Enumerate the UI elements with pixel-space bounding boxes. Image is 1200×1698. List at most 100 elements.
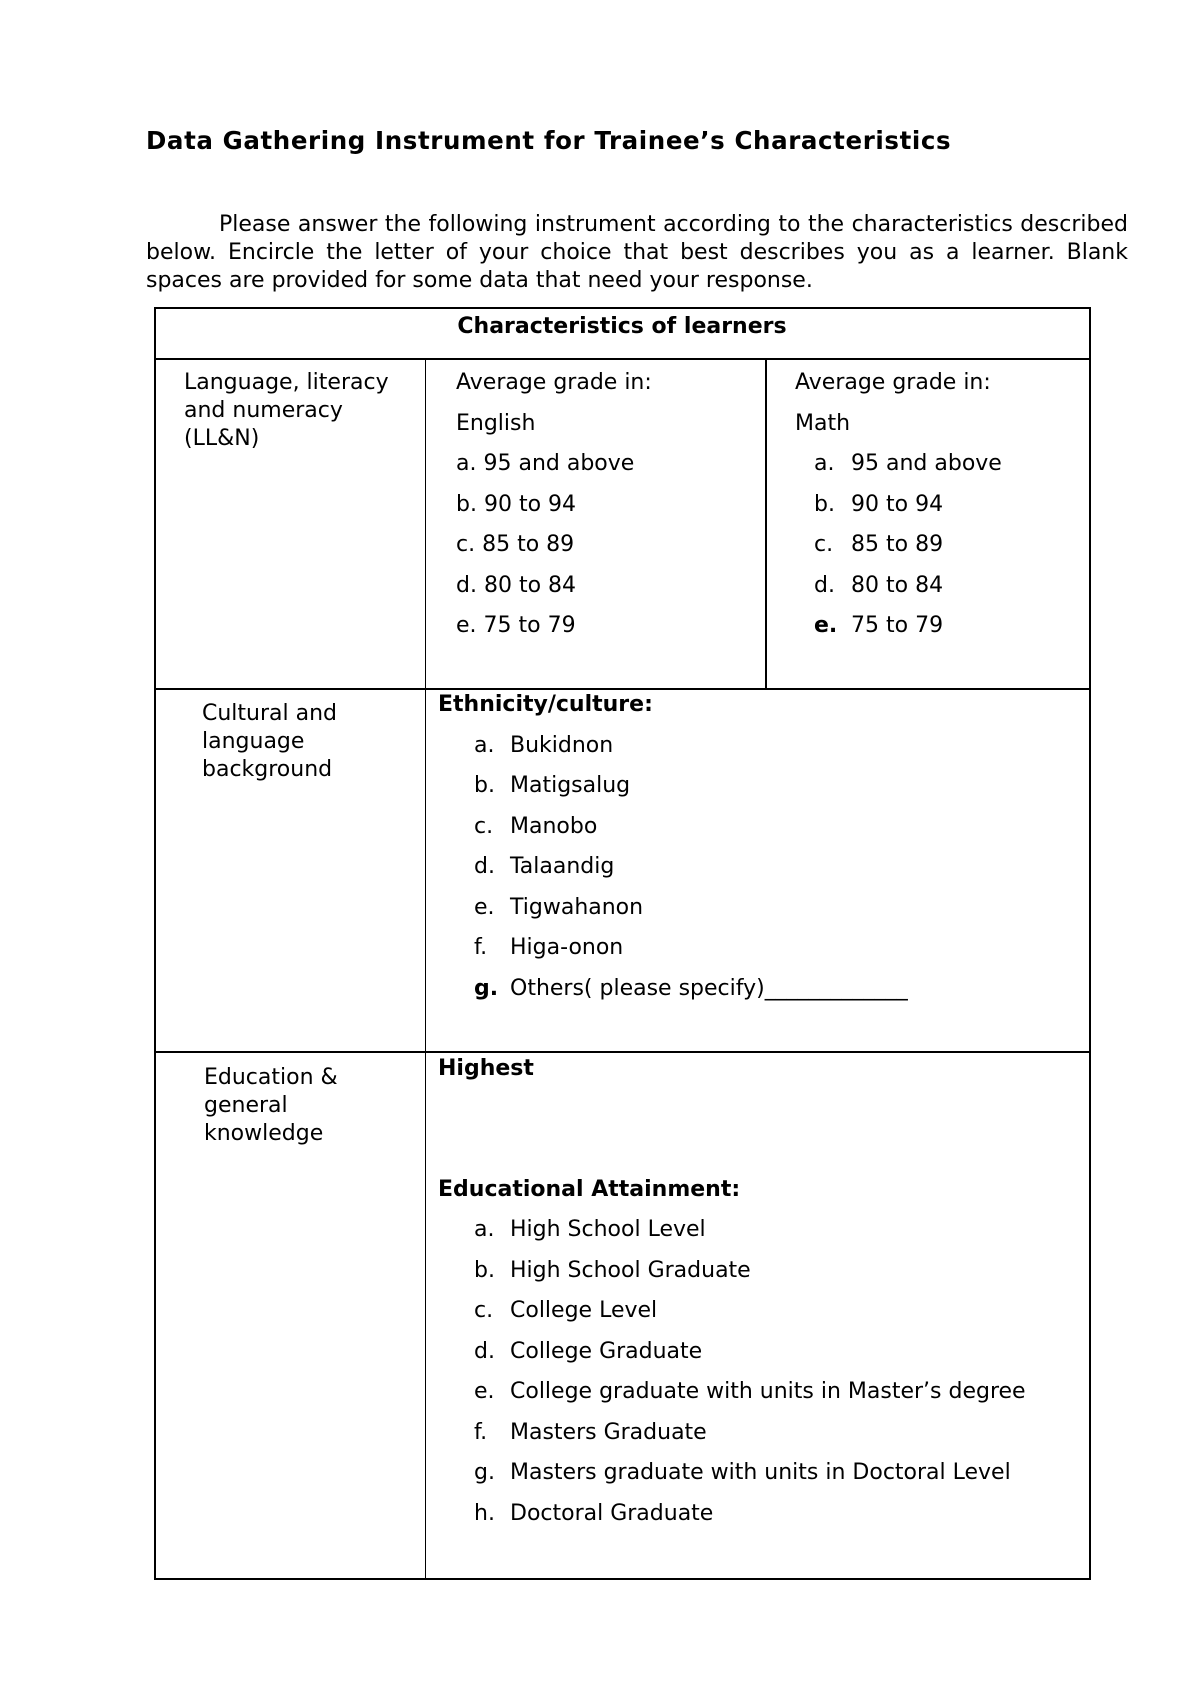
option-letter: f. [474, 1419, 488, 1445]
option-letter: g. [474, 975, 499, 1001]
option-text: Masters graduate with units in Doctoral … [510, 1460, 1011, 1485]
option-item[interactable]: c. 85 to 89 [795, 525, 1002, 566]
label-line: Education & [204, 1065, 338, 1090]
option-list: a. Bukidnon b. Matigsalug c. Manobo d. Talaandi… [438, 726, 908, 1010]
option-item[interactable]: f. Masters Graduate [438, 1413, 1026, 1454]
option-letter: a. [814, 451, 835, 476]
option-item[interactable]: b. 90 to 94 [795, 485, 1002, 526]
table-border-bottom [154, 1578, 1091, 1580]
option-text: 85 to 89 [851, 532, 944, 557]
option-item[interactable]: e. Tigwahanon [438, 888, 908, 929]
option-text: Others( please specify)_____________ [510, 975, 908, 1001]
option-letter: h. [474, 1500, 495, 1526]
option-item[interactable]: c. College Level [438, 1291, 1026, 1332]
option-letter: d. [474, 854, 495, 879]
label-line: language [202, 729, 305, 754]
table-border-left [154, 307, 156, 1580]
option-letter: f. [474, 935, 488, 960]
option-letter: c. [814, 532, 834, 557]
option-text: 85 to 89 [482, 532, 575, 557]
option-letter: b. [456, 491, 477, 517]
option-letter: b. [474, 1257, 495, 1283]
option-letter: e. [456, 613, 477, 638]
option-text: College Level [510, 1298, 658, 1323]
option-letter: a. [474, 1217, 495, 1242]
option-item[interactable]: b. High School Graduate [438, 1251, 1026, 1292]
option-text: High School Graduate [510, 1257, 751, 1283]
option-letter: a. [474, 732, 495, 758]
option-item[interactable]: d. College Graduate [438, 1332, 1026, 1373]
option-text: Talaandig [510, 854, 615, 879]
option-list: a. 95 and above b. 90 to 94 c. 85 to 89 d. 80 t… [795, 444, 1002, 647]
option-item[interactable]: a. 95 and above [456, 444, 652, 485]
label-line: (LL&N) [184, 426, 260, 451]
option-list: a. 95 and above b. 90 to 94 c. 85 to 89 d. 80 t… [456, 444, 652, 647]
row2-divider [154, 1051, 1091, 1053]
table-border-top [154, 307, 1091, 309]
row2-label: Cultural and language background [202, 700, 337, 784]
ethnicity-cell: Ethnicity/culture: a. Bukidnon b. Matigsalu… [438, 685, 908, 1009]
option-item[interactable]: e. 75 to 79 [795, 606, 1002, 647]
math-grade-cell: Average grade in: Math a. 95 and above b. 9… [795, 363, 1002, 647]
option-text: Higa-onon [510, 935, 624, 960]
intro-text: Please answer the following instrument a… [146, 212, 1128, 293]
option-letter: c. [474, 1298, 494, 1323]
option-item[interactable]: a. 95 and above [795, 444, 1002, 485]
option-letter: e. [474, 1379, 495, 1404]
label-line: background [202, 757, 333, 782]
option-text: 95 and above [851, 451, 1002, 476]
option-item[interactable]: g. Masters graduate with units in Doctora… [438, 1453, 1026, 1494]
option-text: 80 to 84 [851, 572, 944, 598]
option-item[interactable]: d. 80 to 84 [456, 566, 652, 607]
english-heading: Average grade in: [456, 370, 652, 395]
option-item[interactable]: c. Manobo [438, 807, 908, 848]
option-item[interactable]: e. 75 to 79 [456, 606, 652, 647]
option-text: Tigwahanon [510, 894, 644, 920]
option-item[interactable]: b. 90 to 94 [456, 485, 652, 526]
educational-attainment-heading: Educational Attainment: [438, 1176, 741, 1202]
option-item[interactable]: a. Bukidnon [438, 726, 908, 767]
option-item[interactable]: c. 85 to 89 [456, 525, 652, 566]
option-letter: b. [474, 773, 495, 798]
option-letter: d. [456, 572, 477, 598]
blank-space [438, 1090, 1026, 1170]
option-item[interactable]: h. Doctoral Graduate [438, 1494, 1026, 1535]
option-item[interactable]: d. 80 to 84 [795, 566, 1002, 607]
label-line: and numeracy [184, 398, 343, 423]
option-text: Bukidnon [510, 732, 614, 758]
option-text: College graduate with units in Master’s … [510, 1379, 1026, 1404]
option-text: High School Level [510, 1217, 706, 1242]
english-grade-cell: Average grade in: English a. 95 and above… [456, 363, 652, 647]
option-item[interactable]: e. College graduate with units in Master’… [438, 1372, 1026, 1413]
option-text: 90 to 94 [483, 491, 577, 517]
column2-divider [765, 358, 767, 689]
option-letter: g. [474, 1460, 495, 1485]
label-line: Cultural and [202, 701, 338, 726]
option-item[interactable]: g. Others( please specify)_____________ [438, 969, 908, 1010]
option-text: Matigsalug [510, 773, 631, 798]
document-title: Data Gathering Instrument for Trainee’s … [146, 126, 952, 155]
education-cell: Highest Educational Attainment: a. High S… [438, 1049, 1026, 1534]
row1-divider [154, 688, 1091, 690]
option-item[interactable]: a. High School Level [438, 1210, 1026, 1251]
option-text: 80 to 84 [483, 572, 577, 598]
option-text: Doctoral Graduate [510, 1500, 714, 1526]
label-line: knowledge [204, 1121, 324, 1146]
ethnicity-heading: Ethnicity/culture: [438, 692, 653, 717]
option-item[interactable]: f. Higa-onon [438, 928, 908, 969]
math-subject: Math [795, 410, 851, 436]
option-letter: c. [474, 813, 494, 839]
option-item[interactable]: b. Matigsalug [438, 766, 908, 807]
option-text: 95 and above [483, 451, 635, 476]
option-list: a. High School Level b. High School Graduat… [438, 1210, 1026, 1534]
option-text: College Graduate [510, 1338, 703, 1364]
option-text: 75 to 79 [851, 613, 944, 638]
table-border-right [1089, 307, 1091, 1580]
option-text: Manobo [510, 813, 598, 839]
option-letter: b. [814, 491, 835, 517]
option-item[interactable]: d. Talaandig [438, 847, 908, 888]
highest-heading: Highest [438, 1056, 534, 1081]
english-subject: English [456, 410, 536, 436]
intro-paragraph: Please answer the following instrument a… [146, 211, 1128, 295]
label-line: Language, literacy [184, 370, 389, 395]
